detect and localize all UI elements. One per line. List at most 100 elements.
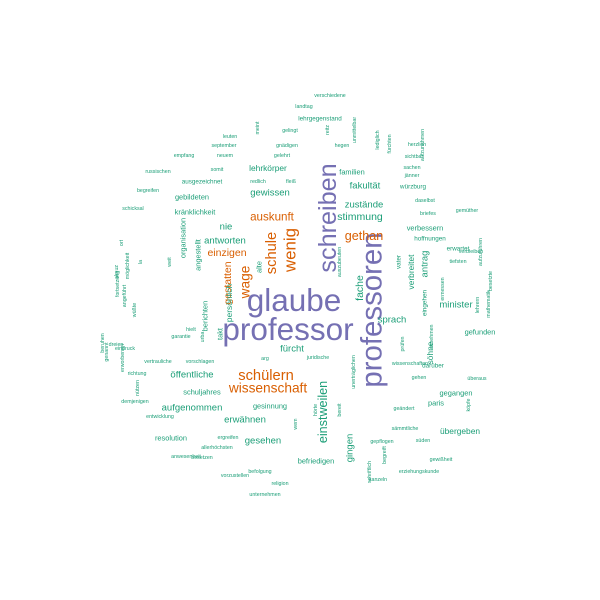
cloud-word: übergeben xyxy=(440,426,480,436)
cloud-word: angestellt xyxy=(194,239,203,271)
cloud-word: befolgung xyxy=(248,469,271,475)
cloud-word: sprach xyxy=(378,315,407,326)
cloud-word: empfang xyxy=(174,153,195,159)
cloud-word: ermessen xyxy=(440,277,446,300)
cloud-word: eingehen xyxy=(422,290,429,316)
cloud-word: söhne xyxy=(425,341,435,364)
cloud-word: süden xyxy=(416,438,430,444)
cloud-word: vorschlagen xyxy=(186,359,215,365)
cloud-word: beruhen xyxy=(100,333,106,352)
cloud-word: richtung xyxy=(128,371,147,377)
cloud-word: schülern xyxy=(238,368,294,384)
cloud-word: erziehungskunde xyxy=(399,469,439,475)
cloud-word: familien xyxy=(339,168,364,177)
cloud-word: gewißheit xyxy=(430,457,453,463)
cloud-word: unmittelbar xyxy=(352,117,358,143)
cloud-word: vorzustellen xyxy=(221,473,249,479)
cloud-word: fleiß xyxy=(286,179,297,185)
cloud-word: garantie xyxy=(171,334,190,340)
cloud-word: aufzunehmen xyxy=(420,129,426,161)
cloud-word: würzburg xyxy=(399,184,426,191)
cloud-word: befriedigen xyxy=(298,457,335,466)
cloud-word: schule xyxy=(264,232,280,274)
cloud-word: ergreifen xyxy=(218,435,239,441)
cloud-word: erwartet xyxy=(447,246,470,253)
cloud-word: gebildeten xyxy=(175,193,209,202)
cloud-word: gingen xyxy=(345,434,356,463)
cloud-word: wenig xyxy=(281,228,300,273)
cloud-word: unternehmen xyxy=(249,492,280,498)
cloud-word: lediglich xyxy=(375,130,381,149)
cloud-word: somit xyxy=(211,167,224,173)
cloud-word: erworbenen xyxy=(120,344,126,372)
cloud-word: gelehrt xyxy=(274,153,291,159)
cloud-word: gegangen xyxy=(440,389,473,398)
cloud-word: alte xyxy=(255,261,264,273)
cloud-word: prüfen xyxy=(400,336,406,351)
cloud-word: almuz xyxy=(114,265,120,279)
cloud-word: überaus xyxy=(467,376,486,382)
cloud-word: gehen xyxy=(412,375,427,381)
cloud-word: organisation xyxy=(179,218,188,258)
cloud-word: ausgezeichnet xyxy=(182,179,223,186)
cloud-word: meint xyxy=(255,121,261,134)
cloud-word: besetzte xyxy=(488,271,494,291)
cloud-word: verschiedene xyxy=(314,93,346,99)
cloud-word: aufzuführen xyxy=(478,238,484,266)
cloud-word: fürchten xyxy=(387,134,393,153)
cloud-word: unerträglichen xyxy=(351,355,357,389)
cloud-word: vertrauliche xyxy=(144,359,171,365)
cloud-word: nie xyxy=(220,222,233,233)
cloud-word: allerhöchsten xyxy=(201,445,233,451)
cloud-word: schicksal xyxy=(122,206,144,212)
cloud-word: begreifen xyxy=(137,188,159,194)
cloud-word: sämmtliche xyxy=(392,426,419,432)
cloud-word: köpfe xyxy=(466,398,472,411)
cloud-word: antworten xyxy=(204,236,246,247)
cloud-word: antrag xyxy=(420,251,431,278)
cloud-word: september xyxy=(211,143,236,149)
cloud-word: weit xyxy=(167,257,173,267)
cloud-word: gemüther xyxy=(456,208,479,214)
cloud-word: redlich xyxy=(250,179,266,185)
cloud-word: gnädigen xyxy=(276,143,298,149)
cloud-word: jänner xyxy=(404,173,420,179)
cloud-word: einzigen xyxy=(207,247,246,259)
cloud-word: paris xyxy=(428,399,444,408)
cloud-word: verbleiben xyxy=(459,249,483,255)
cloud-word: lehrkörper xyxy=(249,163,287,173)
cloud-word: wissenschaft xyxy=(228,381,308,396)
cloud-word: möglichkeit xyxy=(125,252,131,279)
cloud-word: vater xyxy=(396,255,403,269)
cloud-word: auskunft xyxy=(250,211,295,224)
cloud-word: hörte xyxy=(313,404,319,416)
cloud-word: tiefsten xyxy=(449,259,466,265)
cloud-word: annehmen xyxy=(429,324,435,349)
cloud-word: hegen xyxy=(335,143,350,149)
cloud-word: nützen xyxy=(135,380,141,396)
cloud-word: leuten xyxy=(223,134,237,140)
cloud-word: berichten xyxy=(201,301,210,331)
cloud-word: landtag xyxy=(295,104,312,110)
cloud-word: schuljahres xyxy=(183,388,221,397)
cloud-word: bereit xyxy=(337,403,343,417)
cloud-word: wissenschaften xyxy=(392,361,428,367)
cloud-word: gesinnung xyxy=(253,402,287,411)
cloud-word: kanzeln xyxy=(369,477,387,483)
cloud-word: fakultät xyxy=(350,181,381,192)
cloud-word: sichtbar xyxy=(405,154,424,160)
cloud-word: genannt xyxy=(104,342,110,362)
cloud-word: hoffnungen xyxy=(414,236,446,243)
cloud-word: daselbst xyxy=(415,198,435,204)
cloud-word: einstweilen xyxy=(316,381,330,443)
cloud-word: gestatten xyxy=(222,261,234,304)
cloud-word: fürcht xyxy=(280,344,304,355)
cloud-word: herzlich xyxy=(408,142,426,148)
cloud-word: persönlich xyxy=(224,284,234,323)
cloud-word: schriftlich xyxy=(367,461,373,483)
cloud-word: erwähnen xyxy=(224,415,266,426)
cloud-word: resolution xyxy=(155,434,187,443)
cloud-word: stimmung xyxy=(337,211,383,223)
cloud-word: geändert xyxy=(394,406,415,412)
